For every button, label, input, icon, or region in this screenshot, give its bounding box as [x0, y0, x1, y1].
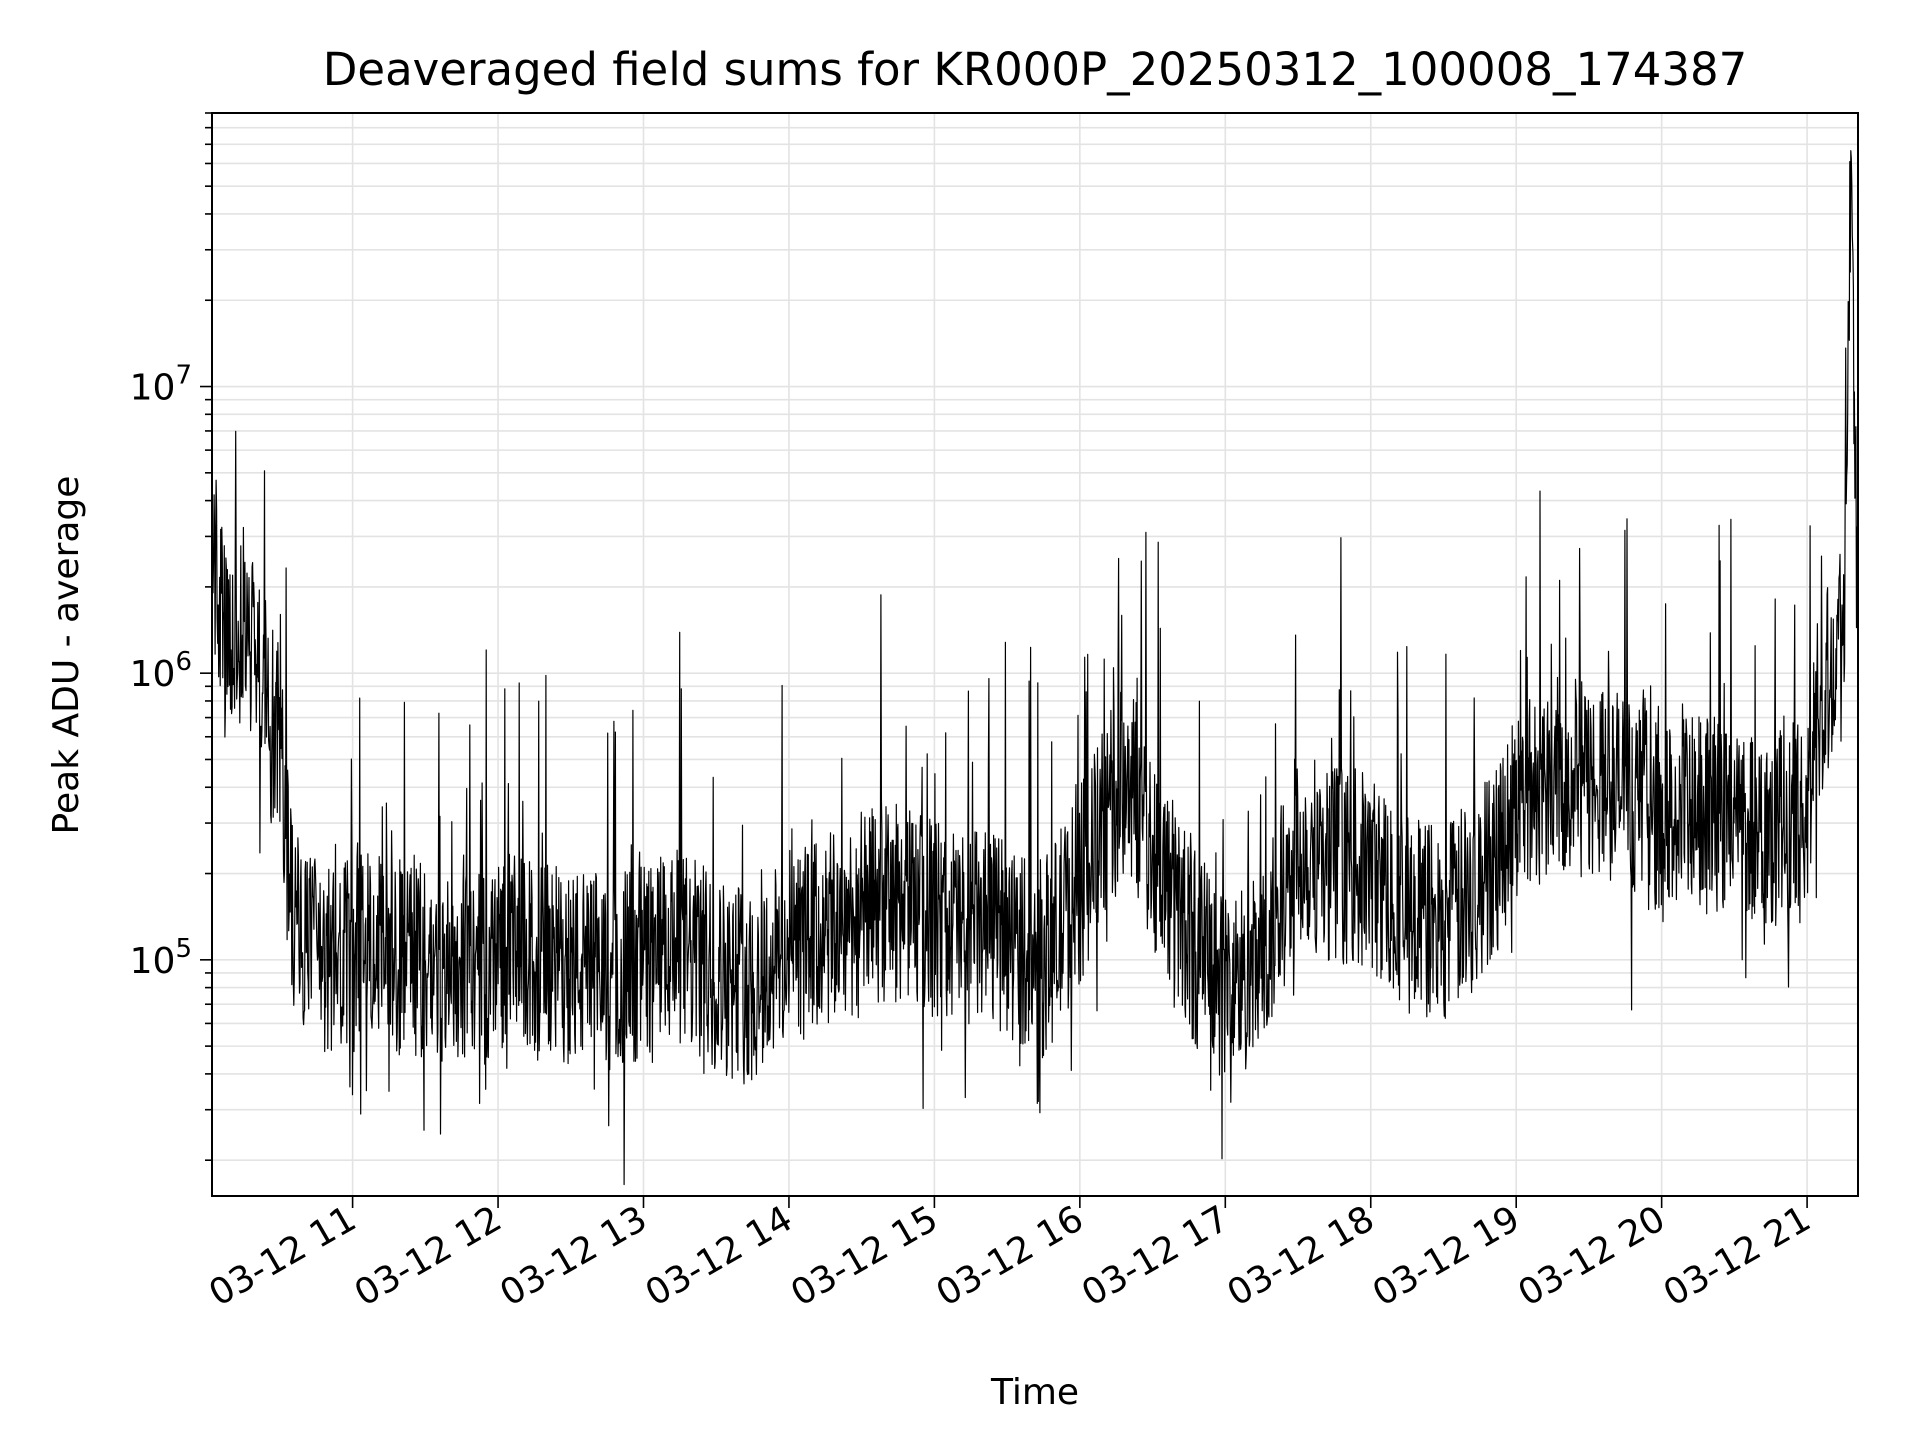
plot-frame [211, 112, 1859, 1197]
y-axis-ticks: 105 106 107 [130, 112, 212, 1161]
y-tick-label: 105 [130, 934, 192, 982]
chart-title: Deaveraged field sums for KR000P_2025031… [323, 43, 1747, 96]
y-tick-label: 107 [130, 361, 192, 409]
y-axis-label: Peak ADU - average [46, 476, 87, 835]
x-axis-label: Time [990, 1372, 1079, 1413]
series-line [211, 150, 1859, 1186]
y-tick-label: 106 [130, 647, 192, 695]
